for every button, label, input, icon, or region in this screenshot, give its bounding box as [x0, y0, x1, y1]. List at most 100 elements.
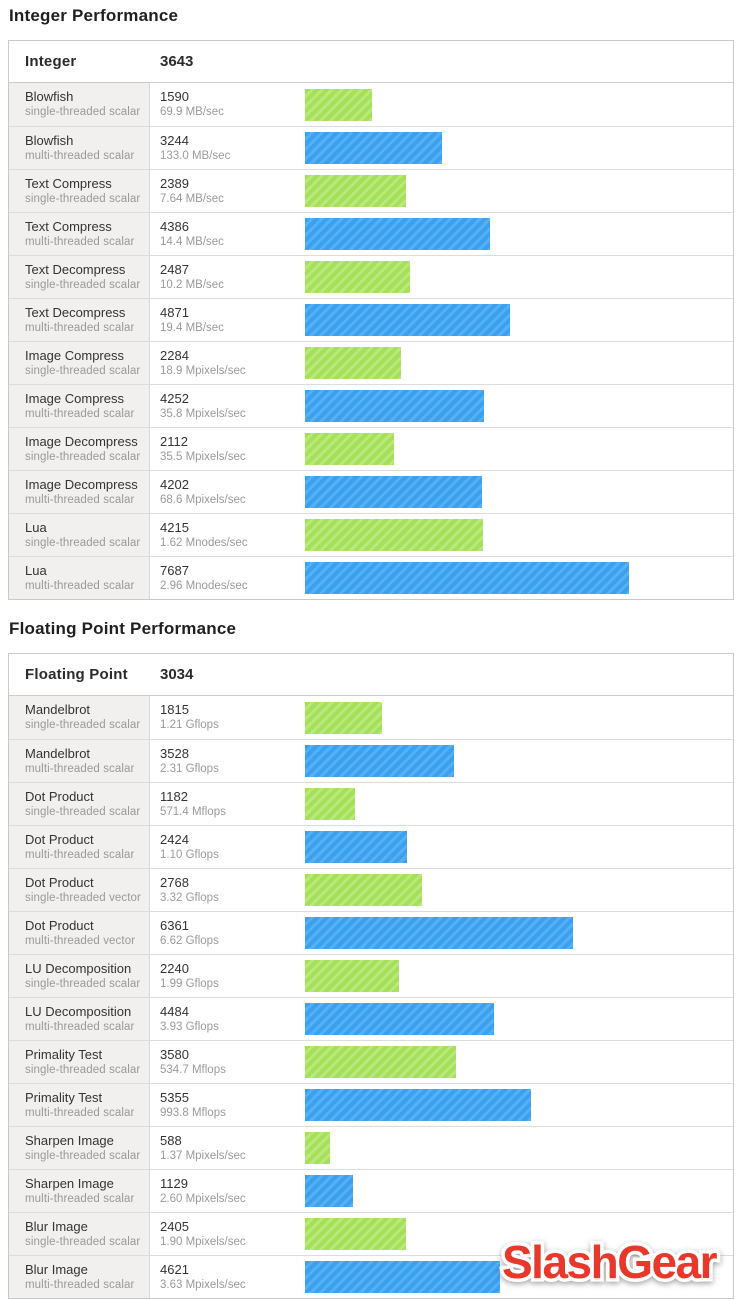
benchmark-score: 2112 — [160, 434, 188, 449]
benchmark-row: Primality Test multi-threaded scalar 535… — [9, 1083, 733, 1126]
benchmark-bar-cell — [305, 740, 733, 782]
benchmark-score: 2240 — [160, 961, 189, 976]
benchmark-row: Dot Product single-threaded scalar 1182 … — [9, 782, 733, 825]
benchmark-score: 2424 — [160, 832, 189, 847]
benchmark-rate: 68.6 Mpixels/sec — [160, 494, 246, 506]
benchmark-score: 2405 — [160, 1219, 189, 1234]
benchmark-bar-cell — [305, 783, 733, 825]
benchmark-score-cell: 5355 993.8 Mflops — [150, 1084, 305, 1126]
benchmark-name-cell: Image Decompress single-threaded scalar — [9, 428, 150, 470]
benchmark-score-cell: 2284 18.9 Mpixels/sec — [150, 342, 305, 384]
benchmark-bar-cell — [305, 514, 733, 556]
benchmark-variant: single-threaded vector — [25, 892, 141, 904]
benchmark-score-cell: 1815 1.21 Gflops — [150, 696, 305, 739]
benchmark-bar — [305, 1175, 353, 1207]
benchmark-variant: multi-threaded scalar — [25, 763, 135, 775]
benchmark-bar — [305, 132, 442, 164]
benchmark-name-cell: Primality Test single-threaded scalar — [9, 1041, 150, 1083]
benchmark-score: 4871 — [160, 305, 189, 320]
benchmark-score: 4215 — [160, 520, 189, 535]
benchmark-bar-cell — [305, 127, 733, 169]
benchmark-name: Blur Image — [25, 1262, 88, 1277]
results-table: Floating Point 3034 Mandelbrot single-th… — [8, 653, 734, 1299]
benchmark-score-cell: 1129 2.60 Mpixels/sec — [150, 1170, 305, 1212]
benchmark-row: Image Decompress single-threaded scalar … — [9, 427, 733, 470]
benchmark-score-cell: 3528 2.31 Gflops — [150, 740, 305, 782]
benchmark-row: Dot Product multi-threaded scalar 2424 1… — [9, 825, 733, 868]
benchmark-name-cell: Text Decompress single-threaded scalar — [9, 256, 150, 298]
benchmark-row: Mandelbrot multi-threaded scalar 3528 2.… — [9, 739, 733, 782]
benchmark-name: Lua — [25, 563, 47, 578]
benchmark-rate: 133.0 MB/sec — [160, 150, 231, 162]
benchmark-rate: 14.4 MB/sec — [160, 236, 224, 248]
benchmark-bar-cell — [305, 213, 733, 255]
benchmark-rate: 19.4 MB/sec — [160, 322, 224, 334]
benchmark-name-cell: Dot Product multi-threaded scalar — [9, 826, 150, 868]
benchmark-row: Sharpen Image multi-threaded scalar 1129… — [9, 1169, 733, 1212]
benchmark-rate: 571.4 Mflops — [160, 806, 226, 818]
benchmark-name-cell: Blur Image multi-threaded scalar — [9, 1256, 150, 1298]
benchmark-bar-cell — [305, 170, 733, 212]
slashgear-watermark: SlashGear — [499, 1233, 723, 1292]
benchmark-row: Dot Product multi-threaded vector 6361 6… — [9, 911, 733, 954]
benchmark-rate: 35.5 Mpixels/sec — [160, 451, 246, 463]
benchmark-bar-cell — [305, 869, 733, 911]
benchmark-bar-cell — [305, 1170, 733, 1212]
benchmark-name: Mandelbrot — [25, 702, 91, 717]
benchmark-row: Text Decompress single-threaded scalar 2… — [9, 255, 733, 298]
benchmark-score: 6361 — [160, 918, 189, 933]
benchmark-name: Dot Product — [25, 875, 94, 890]
benchmark-name-cell: Sharpen Image single-threaded scalar — [9, 1127, 150, 1169]
benchmark-score-cell: 3244 133.0 MB/sec — [150, 127, 305, 169]
benchmark-score: 4202 — [160, 477, 189, 492]
benchmark-bar-cell — [305, 1127, 733, 1169]
benchmark-variant: multi-threaded scalar — [25, 236, 135, 248]
benchmark-name-cell: Mandelbrot multi-threaded scalar — [9, 740, 150, 782]
benchmark-bar — [305, 88, 372, 121]
benchmark-name: Blowfish — [25, 133, 74, 148]
benchmark-variant: single-threaded scalar — [25, 1064, 141, 1076]
benchmark-bar — [305, 917, 573, 949]
benchmark-name: Blur Image — [25, 1219, 88, 1234]
benchmark-name: LU Decomposition — [25, 961, 132, 976]
benchmark-row: Blur Image multi-threaded scalar 4621 3.… — [9, 1255, 733, 1298]
benchmark-variant: multi-threaded scalar — [25, 494, 135, 506]
table-body: Blowfish single-threaded scalar 1590 69.… — [9, 83, 733, 599]
benchmark-row: Text Compress multi-threaded scalar 4386… — [9, 212, 733, 255]
benchmark-variant: multi-threaded scalar — [25, 1021, 135, 1033]
benchmark-rate: 7.64 MB/sec — [160, 193, 224, 205]
section-title: Integer Performance — [9, 6, 179, 25]
benchmark-rate: 3.93 Gflops — [160, 1021, 219, 1033]
benchmark-bar — [305, 831, 407, 863]
benchmark-name: Text Compress — [25, 176, 112, 191]
benchmark-bar — [305, 476, 482, 508]
benchmark-score: 1590 — [160, 89, 189, 104]
benchmark-score-cell: 1182 571.4 Mflops — [150, 783, 305, 825]
benchmark-row: Blur Image single-threaded scalar 2405 1… — [9, 1212, 733, 1255]
benchmark-score-cell: 2112 35.5 Mpixels/sec — [150, 428, 305, 470]
benchmark-score: 3528 — [160, 746, 189, 761]
table-body: Mandelbrot single-threaded scalar 1815 1… — [9, 696, 733, 1298]
benchmark-name: Primality Test — [25, 1047, 103, 1062]
benchmark-row: Blowfish single-threaded scalar 1590 69.… — [9, 83, 733, 126]
benchmark-rate: 2.96 Mnodes/sec — [160, 580, 248, 592]
benchmark-score: 588 — [160, 1133, 182, 1148]
benchmark-bar-cell — [305, 428, 733, 470]
benchmark-variant: multi-threaded scalar — [25, 580, 135, 592]
benchmark-rate: 1.99 Gflops — [160, 978, 219, 990]
benchmark-rate: 2.31 Gflops — [160, 763, 219, 775]
benchmark-rate: 3.63 Mpixels/sec — [160, 1279, 246, 1291]
benchmark-bar — [305, 261, 410, 293]
benchmark-score: 1182 — [160, 789, 188, 804]
benchmark-row: Primality Test single-threaded scalar 35… — [9, 1040, 733, 1083]
benchmark-row: Image Compress single-threaded scalar 22… — [9, 341, 733, 384]
performance-section: Integer Performance Integer 3643 Blowfis… — [8, 5, 734, 600]
benchmark-score-cell: 4386 14.4 MB/sec — [150, 213, 305, 255]
benchmark-rate: 1.62 Mnodes/sec — [160, 537, 248, 549]
benchmark-bar — [305, 347, 401, 379]
benchmark-score-cell: 2487 10.2 MB/sec — [150, 256, 305, 298]
benchmark-rate: 3.32 Gflops — [160, 892, 219, 904]
benchmark-variant: multi-threaded scalar — [25, 322, 135, 334]
benchmark-score-cell: 3580 534.7 Mflops — [150, 1041, 305, 1083]
